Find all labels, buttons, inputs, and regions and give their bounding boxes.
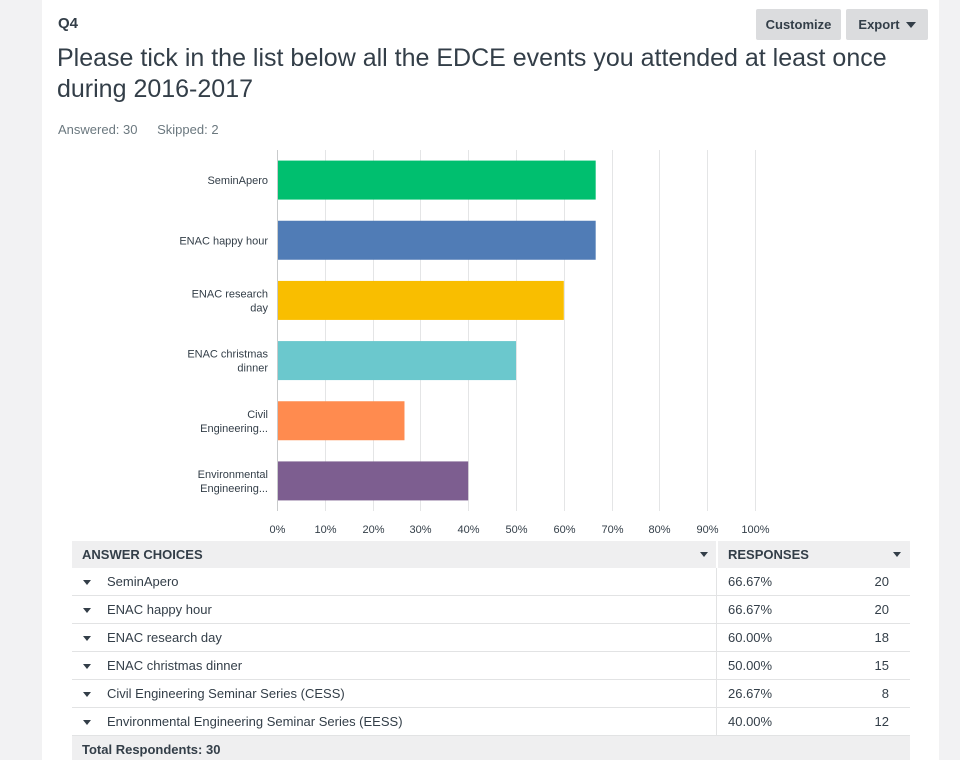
answer-choice-label: Environmental Engineering Seminar Series…	[107, 714, 403, 729]
export-label: Export	[858, 17, 900, 32]
answer-choice-label: ENAC research day	[107, 630, 222, 645]
answer-choice-label: SeminApero	[107, 574, 179, 589]
y-category-label: ENAC research	[192, 288, 268, 300]
table-row: Civil Engineering Seminar Series (CESS) 2…	[72, 680, 910, 708]
y-category-label: ENAC christmas	[187, 349, 268, 361]
answer-choice-label: ENAC christmas dinner	[107, 658, 243, 673]
column-divider	[716, 624, 717, 651]
skipped-count: Skipped: 2	[157, 122, 219, 137]
response-count: 15	[874, 658, 889, 673]
expand-row-icon[interactable]	[83, 580, 91, 585]
x-tick-label: 50%	[505, 524, 527, 536]
x-tick-label: 30%	[409, 524, 431, 536]
x-tick-label: 80%	[648, 524, 670, 536]
expand-row-icon[interactable]	[83, 664, 91, 669]
answer-choice-label: Civil Engineering Seminar Series (CESS)	[107, 686, 345, 701]
column-divider	[716, 708, 717, 735]
bar	[278, 401, 405, 441]
response-count: 20	[874, 602, 889, 617]
x-tick-label: 20%	[362, 524, 384, 536]
response-percent: 50.00%	[728, 658, 773, 673]
question-title: Please tick in the list below all the ED…	[57, 44, 887, 103]
bar	[278, 160, 596, 200]
x-tick-label: 90%	[696, 524, 718, 536]
header-divider	[716, 541, 718, 568]
y-category-label: Civil	[247, 409, 268, 421]
expand-row-icon[interactable]	[83, 636, 91, 641]
column-divider	[716, 652, 717, 679]
response-percent: 26.67%	[728, 686, 773, 701]
table-row: Environmental Engineering Seminar Series…	[72, 708, 910, 736]
response-count: 12	[874, 714, 889, 729]
expand-row-icon[interactable]	[83, 608, 91, 613]
bar	[278, 220, 596, 260]
sort-answer-choices-icon[interactable]	[700, 552, 708, 557]
response-percent: 66.67%	[728, 602, 773, 617]
x-tick-label: 40%	[457, 524, 479, 536]
table-row: SeminApero 66.67% 20	[72, 568, 910, 596]
y-category-label: dinner	[237, 363, 268, 375]
sort-responses-icon[interactable]	[893, 552, 901, 557]
answer-choice-label: ENAC happy hour	[107, 602, 212, 617]
response-stats: Answered: 30 Skipped: 2	[58, 122, 235, 137]
x-tick-label: 100%	[741, 524, 769, 536]
x-tick-label: 0%	[270, 524, 286, 536]
column-divider	[716, 680, 717, 707]
y-category-label: SeminApero	[207, 175, 268, 187]
header-answer-choices[interactable]: ANSWER CHOICES	[82, 547, 203, 562]
response-percent: 66.67%	[728, 574, 773, 589]
response-count: 8	[881, 686, 889, 701]
expand-row-icon[interactable]	[83, 720, 91, 725]
y-category-label: Engineering...	[200, 423, 268, 435]
table-header: ANSWER CHOICES RESPONSES	[72, 541, 910, 568]
y-category-label: ENAC happy hour	[179, 235, 268, 247]
bar	[278, 461, 469, 501]
x-tick-label: 60%	[553, 524, 575, 536]
export-button[interactable]: Export	[846, 9, 928, 40]
table-footer: Total Respondents: 30	[72, 736, 910, 760]
y-category-label: Engineering...	[200, 483, 268, 495]
table-row: ENAC christmas dinner 50.00% 15	[72, 652, 910, 680]
bar-chart: 0% 10% 20% 30% 40% 50% 60% 70% 80% 90% 100% SeminAp…	[179, 150, 770, 536]
table-row: ENAC happy hour 66.67% 20	[72, 596, 910, 624]
customize-button[interactable]: Customize	[756, 9, 841, 40]
y-category-label: Environmental	[198, 469, 268, 481]
response-percent: 40.00%	[728, 714, 773, 729]
question-number: Q4	[58, 15, 79, 32]
bar	[278, 280, 564, 320]
column-divider	[716, 596, 717, 623]
response-count: 20	[874, 574, 889, 589]
caret-down-icon	[905, 22, 916, 28]
answered-count: Answered: 30	[58, 122, 138, 137]
response-count: 18	[874, 630, 889, 645]
x-tick-label: 10%	[314, 524, 336, 536]
bar	[278, 341, 516, 381]
response-percent: 60.00%	[728, 630, 773, 645]
column-divider	[716, 568, 717, 595]
answer-table: ANSWER CHOICES RESPONSES SeminApero 66.67…	[72, 541, 910, 760]
header-responses[interactable]: RESPONSES	[728, 547, 809, 562]
table-row: ENAC research day 60.00% 18	[72, 624, 910, 652]
customize-label: Customize	[765, 17, 832, 32]
x-tick-label: 70%	[601, 524, 623, 536]
y-category-label: day	[250, 302, 268, 314]
total-respondents: Total Respondents: 30	[82, 742, 221, 757]
expand-row-icon[interactable]	[83, 692, 91, 697]
